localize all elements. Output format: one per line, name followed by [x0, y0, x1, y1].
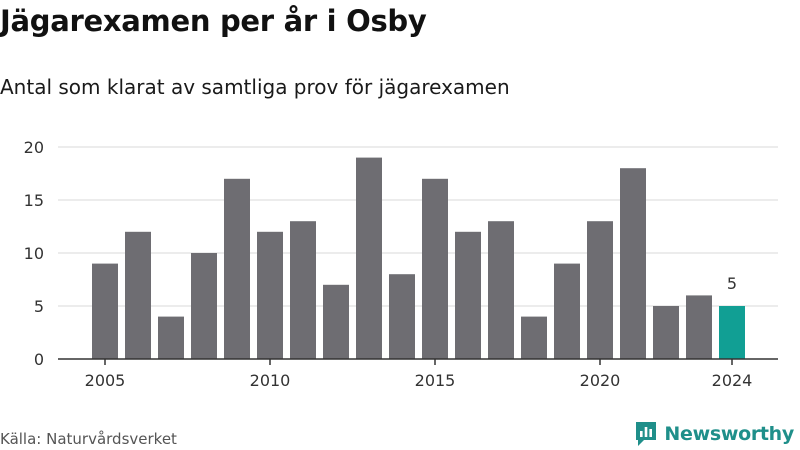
bar — [257, 231, 283, 359]
bar-chart: 0 5 10 15 20 2005 2010 2015 2020 2024 5 — [24, 138, 778, 390]
bar — [455, 231, 481, 359]
y-tick-label: 20 — [24, 138, 44, 157]
bar — [356, 157, 382, 359]
bar — [92, 263, 118, 359]
bar — [587, 221, 613, 359]
bar — [554, 263, 580, 359]
bar — [488, 221, 514, 359]
bar — [686, 295, 712, 359]
bar — [521, 316, 547, 359]
bar — [620, 168, 646, 359]
x-tick-label: 2010 — [250, 371, 291, 390]
bar-highlight — [719, 306, 745, 359]
bar — [389, 274, 415, 359]
bar — [422, 178, 448, 359]
bar — [125, 231, 151, 359]
x-tick-label: 2005 — [85, 371, 126, 390]
bar — [653, 306, 679, 359]
x-tick-label: 2024 — [712, 371, 753, 390]
bar — [290, 221, 316, 359]
bar — [191, 253, 217, 359]
source-note: Källa: Naturvårdsverket — [0, 430, 177, 448]
y-tick-label: 10 — [24, 244, 44, 263]
chart-title: Jägarexamen per år i Osby — [0, 4, 427, 38]
y-tick-label: 15 — [24, 191, 44, 210]
brand-name: Newsworthy — [664, 423, 794, 445]
brand-logo: Newsworthy — [634, 420, 794, 448]
bar — [224, 178, 250, 359]
y-tick-label: 5 — [34, 297, 44, 316]
bar — [323, 284, 349, 359]
bar — [158, 316, 184, 359]
data-label: 5 — [727, 274, 737, 293]
x-tick-label: 2015 — [415, 371, 456, 390]
chart-subtitle: Antal som klarat av samtliga prov för jä… — [0, 75, 510, 99]
newsworthy-logo-icon — [636, 422, 657, 446]
x-tick-label: 2020 — [580, 371, 621, 390]
y-tick-label: 0 — [34, 350, 44, 369]
